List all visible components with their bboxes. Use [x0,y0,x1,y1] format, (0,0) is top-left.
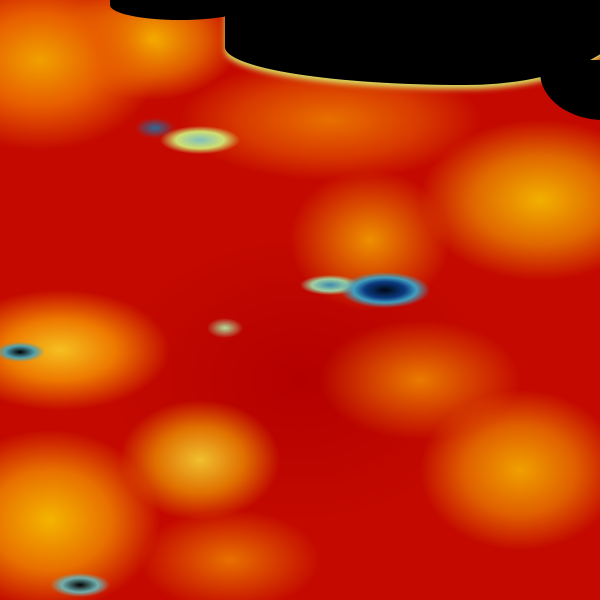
no-data-region-top [110,0,250,20]
no-data-region [225,0,600,85]
